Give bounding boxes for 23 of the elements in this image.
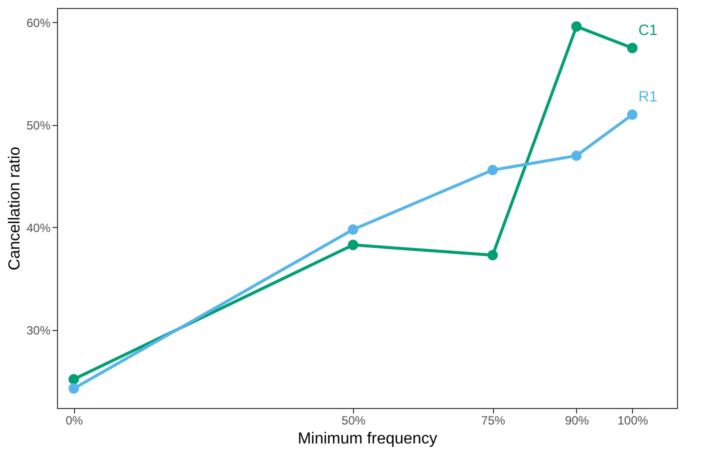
y-tick-label: 60%: [26, 16, 51, 30]
x-tick-label: 90%: [564, 414, 590, 428]
x-axis-title: Minimum frequency: [298, 430, 438, 448]
y-tick-label: 50%: [26, 118, 51, 132]
x-tick-label: 75%: [481, 414, 506, 428]
point: [571, 21, 582, 32]
point: [68, 374, 79, 385]
point: [348, 224, 358, 235]
y-axis-title: Cancellation ratio: [6, 146, 24, 270]
point: [487, 164, 498, 176]
x-tick-label: 100%: [617, 414, 648, 428]
x-tick-label: 50%: [342, 414, 366, 428]
point: [68, 383, 79, 394]
series-label: C1: [638, 22, 658, 39]
y-tick-label: 30%: [26, 324, 51, 338]
point: [571, 150, 582, 161]
y-tick-label: 40%: [26, 220, 51, 235]
x-tick-label: 0%: [66, 414, 84, 428]
point: [627, 42, 638, 54]
point: [348, 240, 358, 250]
point: [487, 250, 498, 260]
series-label: R1: [638, 88, 658, 106]
point: [627, 109, 638, 120]
